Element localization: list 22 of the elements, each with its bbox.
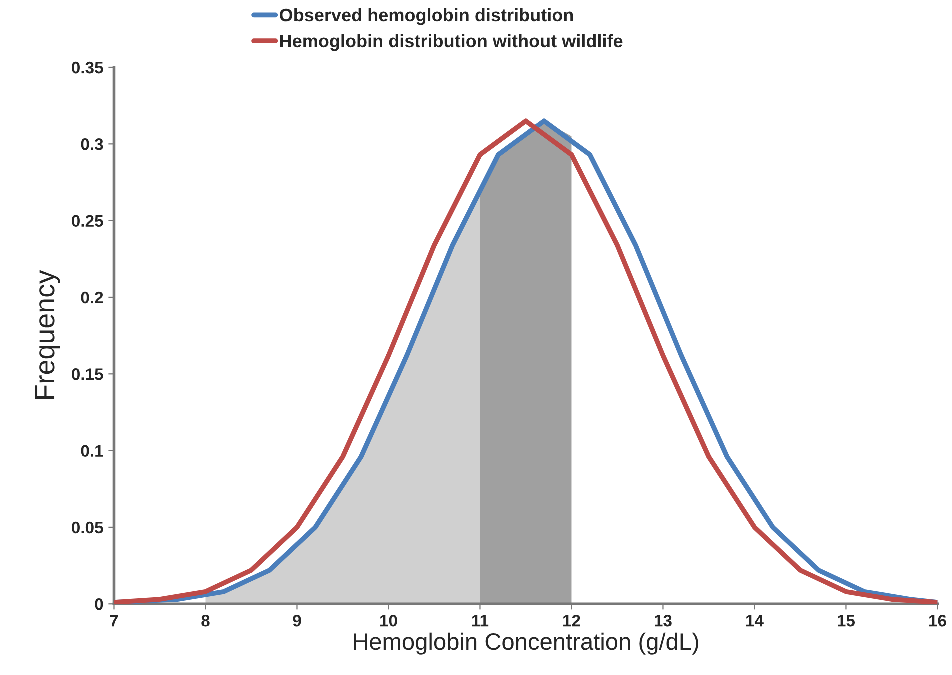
- x-tick-label: 12: [564, 614, 580, 627]
- x-tick-label: 14: [746, 615, 764, 627]
- x-tick-label: 10: [380, 614, 398, 627]
- x-tick-label: 11: [472, 615, 489, 627]
- y-tick-label: 0.35: [72, 62, 104, 74]
- x-tick-label: 9: [293, 614, 302, 627]
- y-tick-label: 0.3: [81, 138, 104, 150]
- legend-label: Hemoglobin distribution without wildlife: [280, 34, 623, 52]
- y-tick-label: 0.15: [72, 368, 104, 380]
- y-axis-title: Frequency: [35, 270, 60, 400]
- x-tick-label: 8: [202, 614, 210, 627]
- y-tick-label: 0.25: [72, 215, 104, 228]
- x-tick-label: 15: [838, 615, 856, 627]
- x-tick-label: 16: [930, 614, 946, 627]
- y-tick-label: 0.05: [72, 522, 104, 534]
- x-tick-label: 13: [655, 614, 672, 627]
- y-tick-label: 0.2: [81, 292, 104, 304]
- legend-label: Observed hemoglobin distribution: [280, 8, 574, 26]
- x-tick-label: 7: [110, 615, 118, 627]
- x-axis-title: Hemoglobin Concentration (g/dL): [354, 632, 698, 655]
- y-tick-label: 0: [95, 598, 104, 610]
- y-tick-label: 0.1: [81, 445, 104, 458]
